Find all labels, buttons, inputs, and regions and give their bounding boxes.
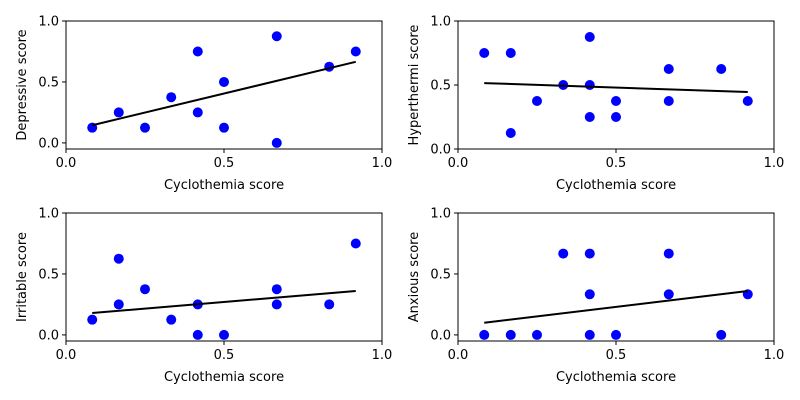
axes-frame bbox=[457, 20, 775, 150]
data-point bbox=[716, 64, 727, 74]
plot-anxious: 0.0 0.5 1.0 0.0 0.5 1.0 Cyclothemia score Anxio… bbox=[407, 207, 784, 386]
data-point bbox=[584, 329, 595, 340]
data-point bbox=[584, 289, 595, 300]
y-axis-label: Hyperthermi score bbox=[407, 25, 422, 146]
data-point bbox=[584, 112, 595, 122]
x-tick-label: 1.0 bbox=[764, 156, 785, 171]
data-point bbox=[558, 248, 569, 259]
data-point bbox=[324, 299, 335, 310]
data-point bbox=[611, 329, 621, 340]
data-point bbox=[271, 137, 282, 148]
x-axis-label: Cyclothemia score bbox=[164, 178, 284, 193]
data-point bbox=[479, 48, 490, 58]
plot-depressive: 0.0 0.5 1.0 0.0 0.5 1.0 Cyclothemia score Depre… bbox=[15, 15, 392, 194]
regression-line bbox=[484, 290, 748, 324]
x-tick-label: 0.0 bbox=[56, 348, 77, 363]
data-point bbox=[166, 314, 177, 325]
plot-area-hyperthermi bbox=[479, 32, 753, 138]
data-point bbox=[742, 96, 753, 106]
data-point bbox=[663, 248, 674, 259]
data-point bbox=[584, 248, 595, 259]
data-point bbox=[663, 64, 674, 74]
y-tick-label: 0.0 bbox=[430, 328, 451, 343]
data-point bbox=[505, 329, 516, 340]
data-point bbox=[350, 46, 361, 57]
axes-frame bbox=[65, 20, 383, 150]
data-point bbox=[192, 46, 203, 57]
y-tick-label: 0.0 bbox=[38, 136, 59, 151]
axes-frame bbox=[65, 212, 383, 342]
data-point bbox=[192, 329, 203, 340]
y-axis-label: Depressive score bbox=[15, 29, 30, 140]
y-axis-label: Anxious score bbox=[407, 232, 422, 322]
regression-line bbox=[92, 290, 356, 314]
plot-area-irritable bbox=[87, 238, 361, 340]
data-point bbox=[505, 48, 516, 58]
data-point bbox=[479, 329, 490, 340]
x-tick-label: 0.5 bbox=[214, 156, 235, 171]
data-point bbox=[219, 122, 229, 133]
data-point bbox=[113, 107, 124, 118]
data-point bbox=[166, 92, 177, 103]
data-point bbox=[716, 329, 727, 340]
x-axis-label: Cyclothemia score bbox=[556, 370, 676, 385]
x-tick-label: 1.0 bbox=[372, 156, 393, 171]
y-axis-label: Irritable score bbox=[15, 232, 30, 322]
data-point bbox=[271, 284, 282, 295]
data-point bbox=[113, 253, 124, 264]
plot-area-anxious bbox=[479, 248, 753, 340]
regression-line bbox=[91, 60, 357, 127]
data-point bbox=[663, 96, 674, 106]
x-tick-label: 0.0 bbox=[448, 156, 469, 171]
y-tick-label: 0.0 bbox=[430, 143, 451, 158]
y-tick-label: 0.5 bbox=[430, 79, 451, 94]
plot-area-depressive bbox=[87, 31, 361, 148]
data-point bbox=[663, 289, 674, 300]
data-point bbox=[271, 299, 282, 310]
data-point bbox=[532, 96, 542, 106]
data-point bbox=[271, 31, 282, 42]
regression-line bbox=[484, 82, 748, 94]
plot-hyperthermi: 0.0 0.5 1.0 0.0 0.5 1.0 Cyclothemia score Hyper… bbox=[407, 15, 784, 194]
y-tick-label: 1.0 bbox=[430, 15, 451, 30]
data-point bbox=[140, 284, 150, 295]
y-tick-label: 0.5 bbox=[38, 267, 59, 282]
x-tick-label: 0.0 bbox=[448, 348, 469, 363]
x-tick-label: 0.5 bbox=[606, 348, 627, 363]
data-point bbox=[584, 32, 595, 42]
y-tick-label: 1.0 bbox=[430, 207, 451, 222]
x-tick-label: 1.0 bbox=[372, 348, 393, 363]
y-tick-label: 1.0 bbox=[38, 15, 59, 30]
data-point bbox=[532, 329, 542, 340]
x-tick-label: 0.0 bbox=[56, 156, 77, 171]
data-point bbox=[584, 80, 595, 90]
x-axis-label: Cyclothemia score bbox=[164, 370, 284, 385]
axes-frame bbox=[457, 212, 775, 342]
data-point bbox=[140, 122, 150, 133]
y-tick-label: 0.0 bbox=[38, 328, 59, 343]
data-point bbox=[611, 112, 621, 122]
data-point bbox=[219, 329, 229, 340]
x-tick-label: 1.0 bbox=[764, 348, 785, 363]
data-point bbox=[219, 76, 229, 87]
plot-irritable: 0.0 0.5 1.0 0.0 0.5 1.0 Cyclothemia score Irrit… bbox=[15, 207, 392, 386]
data-point bbox=[113, 299, 124, 310]
data-point bbox=[505, 128, 516, 138]
data-point bbox=[350, 238, 361, 249]
y-tick-label: 0.5 bbox=[430, 267, 451, 282]
y-tick-label: 1.0 bbox=[38, 207, 59, 222]
data-point bbox=[611, 96, 621, 106]
x-axis-label: Cyclothemia score bbox=[556, 178, 676, 193]
data-point bbox=[192, 107, 203, 118]
x-tick-label: 0.5 bbox=[606, 156, 627, 171]
x-tick-label: 0.5 bbox=[214, 348, 235, 363]
y-tick-label: 0.5 bbox=[38, 75, 59, 90]
data-point bbox=[87, 314, 98, 325]
